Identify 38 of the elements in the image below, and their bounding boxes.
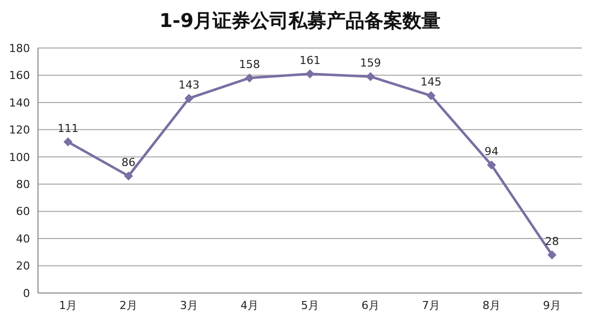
y-tick-label: 160	[9, 69, 30, 82]
y-tick-label: 0	[23, 286, 30, 300]
data-label: 158	[239, 58, 260, 71]
x-tick-label: 8月	[482, 298, 500, 312]
data-label: 159	[360, 56, 381, 70]
data-label: 145	[420, 76, 442, 89]
point	[548, 250, 556, 260]
y-tick-label: 80	[16, 178, 30, 192]
point	[64, 137, 72, 146]
data-label: 28	[545, 234, 559, 248]
data-label: 161	[300, 54, 320, 67]
x-tick-label: 7月	[422, 298, 440, 312]
data-label: 111	[58, 122, 78, 135]
point	[184, 94, 194, 103]
x-tick-label: 2月	[120, 298, 138, 312]
x-tick-label: 4月	[240, 298, 258, 312]
point	[426, 91, 436, 100]
point	[124, 171, 133, 180]
x-tick-label: 9月	[543, 298, 561, 312]
x-tick-label: 6月	[362, 298, 380, 312]
y-tick-label: 20	[16, 260, 30, 273]
point	[366, 72, 375, 82]
data-label: 143	[178, 78, 200, 92]
y-tick-label: 180	[9, 42, 30, 55]
y-tick-label: 120	[9, 124, 30, 137]
point	[306, 69, 314, 78]
chart-title: 1-9月证券公司私募产品备案数量	[158, 9, 442, 34]
point	[245, 73, 254, 82]
data-label: 94	[484, 145, 498, 158]
y-tick-label: 40	[16, 232, 30, 246]
point	[487, 160, 496, 170]
x-tick-label: 1月	[59, 298, 77, 312]
y-tick-label: 100	[9, 150, 30, 164]
y-tick-label: 60	[16, 205, 30, 218]
y-tick-label: 140	[9, 96, 30, 110]
x-tick-label: 5月	[301, 298, 319, 312]
data-label: 86	[122, 156, 136, 169]
x-tick-label: 3月	[180, 298, 198, 312]
